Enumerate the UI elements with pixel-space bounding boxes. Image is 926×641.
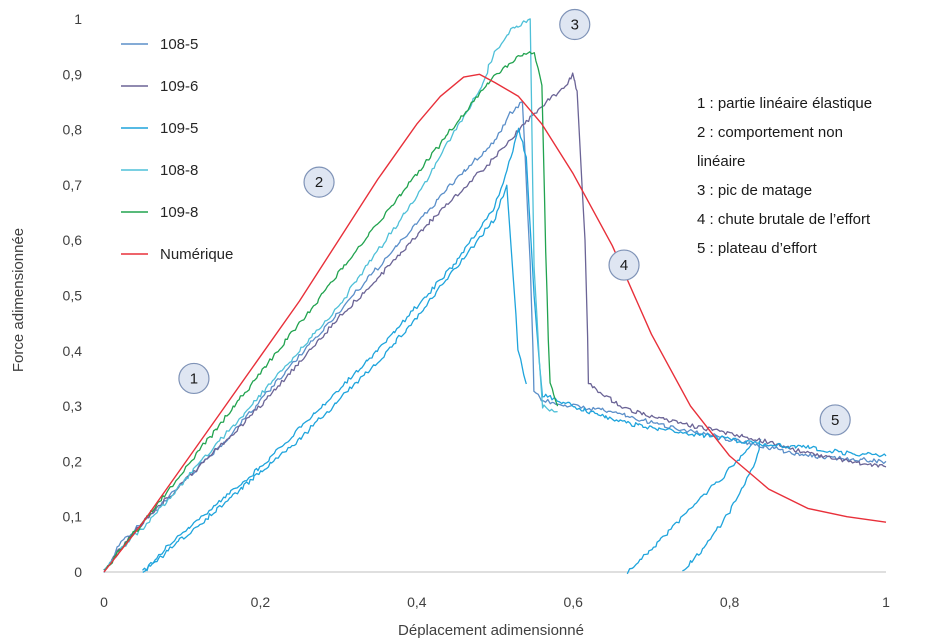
x-tick-label: 0,8	[720, 594, 740, 610]
region-marker-label: 4	[620, 257, 628, 274]
region-marker-circle	[559, 8, 591, 41]
x-tick-label: 0	[100, 594, 108, 610]
series-line-num-rique	[103, 73, 887, 573]
y-tick-label: 0,7	[63, 177, 83, 193]
legend-label: 108-8	[160, 162, 198, 179]
y-tick-label: 1	[74, 11, 82, 27]
x-tick-label: 0,2	[251, 594, 271, 610]
region-marker-circle	[303, 166, 335, 198]
region-markers: 1 2 3 4 5	[178, 8, 851, 436]
series-line-109-6	[103, 72, 887, 571]
legend-label: 109-8	[160, 204, 198, 221]
x-axis-title: Déplacement adimensionné	[398, 622, 584, 639]
y-tick-label: 0	[74, 564, 82, 580]
series-line-extra-trace	[626, 441, 754, 575]
series-line-109-5	[142, 127, 887, 573]
region-marker-circle	[178, 362, 210, 395]
legend-label: 108-5	[160, 36, 198, 53]
x-tick-label: 0,4	[407, 594, 427, 610]
annotation-list: 1 : partie linéaire élastique 2 : comport…	[697, 95, 872, 257]
series-line-extra-trace	[682, 438, 762, 572]
legend-label: 109-5	[160, 120, 198, 137]
y-axis-title: Force adimensionnée	[10, 228, 27, 372]
legend-label: 109-6	[160, 78, 198, 95]
annotation-line: 2 : comportement non	[697, 124, 843, 141]
y-tick-label: 0,1	[63, 509, 83, 525]
region-marker-label: 5	[831, 412, 839, 429]
annotation-line: 1 : partie linéaire élastique	[697, 95, 872, 112]
series-line-extra-trace	[142, 184, 527, 572]
annotation-line: 3 : pic de matage	[697, 182, 812, 199]
annotation-line: 4 : chute brutale de l’effort	[697, 211, 871, 228]
region-marker-label: 1	[190, 370, 198, 387]
annotation-line: linéaire	[697, 153, 745, 170]
x-tick-label: 1	[882, 594, 890, 610]
x-tick-labels: 0 0,2 0,4 0,6 0,8 1	[100, 594, 890, 610]
region-marker-circle	[608, 249, 640, 281]
y-tick-label: 0,5	[63, 288, 83, 304]
series-lines	[103, 18, 887, 575]
region-marker-label: 2	[315, 174, 323, 191]
y-tick-label: 0,2	[63, 453, 83, 469]
y-tick-label: 0,9	[63, 66, 83, 82]
x-tick-label: 0,6	[563, 594, 583, 610]
y-tick-label: 0,4	[63, 343, 83, 359]
legend-label: Numérique	[160, 246, 233, 263]
y-tick-label: 0,6	[63, 232, 83, 248]
series-line-108-5	[103, 101, 887, 573]
region-marker-label: 3	[571, 17, 579, 34]
legend: 108-5 109-6 109-5 108-8 109-8 Numérique	[121, 36, 233, 263]
series-line-108-8	[103, 18, 558, 571]
y-tick-label: 0,3	[63, 398, 83, 414]
region-marker-circle	[819, 404, 851, 436]
y-tick-label: 0,8	[63, 122, 83, 138]
series-line-109-8	[104, 51, 559, 571]
annotation-line: 5 : plateau d’effort	[697, 240, 818, 257]
y-tick-labels: 0 0,1 0,2 0,3 0,4 0,5 0,6 0,7 0,8 0,9 1	[63, 11, 83, 580]
